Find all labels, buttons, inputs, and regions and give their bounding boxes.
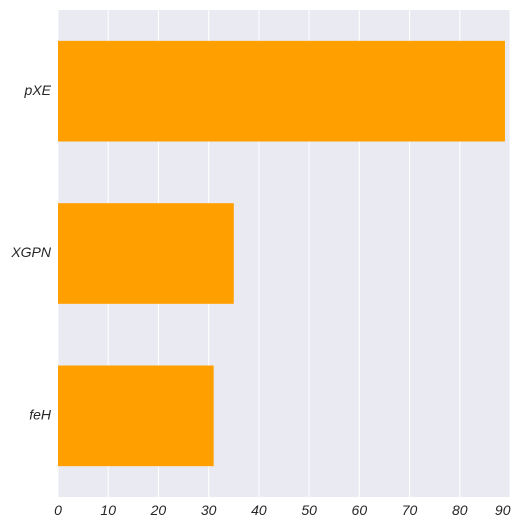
y-tick-label: XGPN	[10, 244, 52, 260]
x-tick-label: 40	[251, 502, 267, 518]
x-tick-label: 90	[495, 502, 511, 518]
x-tick-label: 30	[201, 502, 217, 518]
bars	[58, 40, 505, 467]
x-tick-label: 80	[452, 502, 468, 518]
x-tick-labels: 0 10 20 30 40 50 60 70 80 90	[54, 502, 511, 518]
y-tick-labels: pXE XGPN feH	[10, 82, 52, 423]
x-tick-label: 20	[150, 502, 167, 518]
y-tick-label: feH	[29, 407, 52, 423]
y-tick-label: pXE	[24, 82, 52, 98]
bar-feH	[58, 365, 214, 467]
x-tick-label: 10	[100, 502, 116, 518]
x-tick-label: 50	[301, 502, 317, 518]
x-tick-label: 60	[352, 502, 368, 518]
bar-pXE	[58, 40, 505, 142]
bar-XGPN	[58, 203, 234, 304]
x-tick-label: 70	[402, 502, 418, 518]
x-tick-label: 0	[54, 502, 62, 518]
